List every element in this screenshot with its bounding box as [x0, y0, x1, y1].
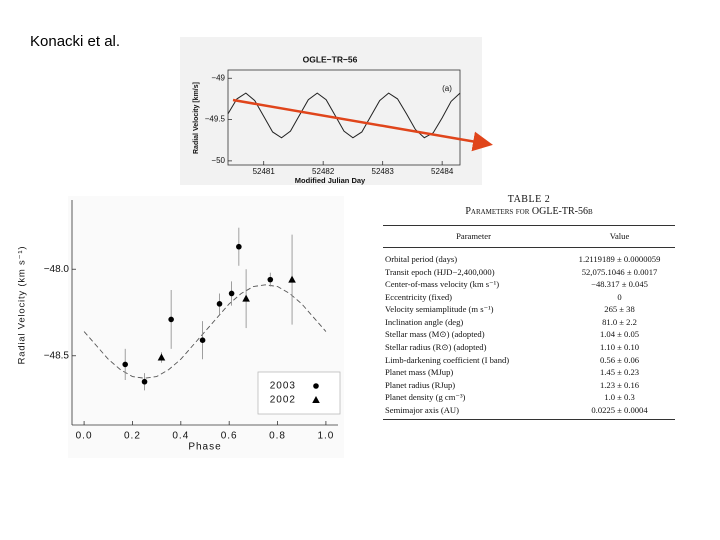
data-point	[168, 316, 174, 323]
table-row: Planet radius (RJup) 1.23 ± 0.16	[383, 379, 675, 392]
model-curve	[83, 284, 327, 379]
y-axis-label: Radial Velocity [km/s]	[193, 82, 200, 154]
data-point	[122, 361, 128, 368]
table-row: Center-of-mass velocity (km s⁻¹) −48.317 …	[383, 278, 675, 291]
value-cell: 81.0 ± 2.2	[602, 316, 637, 327]
x-tick-label: 0.2	[124, 431, 141, 442]
data-point	[288, 275, 296, 283]
data-line	[227, 92, 461, 139]
legend-label: 2003	[270, 381, 296, 392]
table-row: Eccentricity (fixed) 0	[383, 291, 675, 304]
panel-label: (a)	[442, 84, 452, 93]
y-tick-label: −49.5	[205, 115, 226, 124]
x-tick-label: 52483	[372, 167, 395, 176]
annotation-arrow	[232, 98, 493, 152]
data-point	[141, 378, 148, 385]
data-point	[216, 301, 223, 307]
y-axis-label: Radial Velocity (km s⁻¹)	[17, 246, 28, 365]
table: Parameter Value Orbital period (days) 1.2…	[383, 225, 675, 421]
table-row: Velocity semiamplitude (m s⁻¹) 265 ± 38	[383, 303, 675, 316]
value-cell: 1.0 ± 0.3	[604, 392, 635, 403]
y-tick-label: −49	[211, 73, 225, 82]
x-tick-label: 0.6	[221, 431, 238, 442]
table-row: Stellar mass (M⊙) (adopted) 1.04 ± 0.05	[383, 328, 675, 341]
parameter-cell: Transit epoch (HJD−2,400,000)	[385, 266, 495, 277]
parameter-cell: Limb-darkening coefficient (I band)	[385, 354, 510, 365]
value-cell: 0	[617, 291, 622, 302]
x-axis-label: Phase	[188, 442, 221, 453]
parameter-cell: Orbital period (days)	[385, 254, 458, 264]
table-row: Semimajor axis (AU) 0.0225 ± 0.0004	[383, 403, 675, 421]
column-header: Value	[564, 225, 675, 248]
value-cell: 265 ± 38	[604, 304, 635, 315]
data-point	[228, 290, 235, 297]
value-cell: 0.56 ± 0.06	[599, 354, 640, 365]
x-tick-label: 52482	[312, 167, 335, 176]
parameter-cell: Inclination angle (deg)	[385, 316, 464, 327]
y-tick-label: −48.0	[44, 264, 70, 275]
x-tick-label: 52484	[431, 167, 454, 176]
parameter-cell: Velocity semiamplitude (m s⁻¹)	[385, 304, 494, 315]
x-tick-label: 0.0	[76, 431, 93, 442]
parameter-cell: Stellar mass (M⊙) (adopted)	[385, 329, 485, 340]
table-title: TABLE 2	[507, 194, 551, 205]
value-cell: −48.317 ± 0.045	[591, 279, 648, 290]
parameter-cell: Semimajor axis (AU)	[383, 403, 565, 421]
x-tick-label: 0.8	[269, 431, 286, 442]
legend-box	[257, 371, 341, 415]
data-point	[267, 276, 274, 283]
table-row: Limb-darkening coefficient (I band) 0.56 …	[383, 353, 675, 366]
value-cell: 1.2119189 ± 0.0000059	[578, 254, 661, 264]
value-cell: 1.04 ± 0.05	[599, 329, 640, 340]
value-cell: 1.45 ± 0.23	[599, 367, 640, 378]
table-row: Planet density (g cm⁻³) 1.0 ± 0.3	[383, 391, 675, 404]
x-axis-label: Modified Julian Day	[295, 176, 366, 185]
table-row: Orbital period (days) 1.2119189 ± 0.00000…	[383, 248, 675, 266]
value-cell: 1.10 ± 0.10	[599, 342, 640, 353]
figure-a-background	[180, 37, 482, 185]
parameter-table: TABLE 2 Parameters for OGLE-TR-56b Param…	[383, 194, 675, 421]
legend-label: 2002	[270, 395, 296, 406]
data-point	[157, 353, 166, 361]
plot-frame	[227, 69, 461, 166]
slide-title: Konacki et al.	[30, 33, 121, 50]
y-tick-label: −50	[211, 156, 225, 165]
data-point	[242, 294, 250, 302]
figure-b-background	[68, 196, 344, 458]
table-row: Planet mass (MJup) 1.45 ± 0.23	[383, 366, 675, 379]
data-point	[199, 337, 206, 343]
value-cell: 1.23 ± 0.16	[599, 379, 640, 390]
legend-marker	[312, 396, 320, 403]
column-header: Parameter	[383, 225, 565, 248]
value-cell: 52,075.1046 ± 0.0017	[581, 266, 658, 277]
x-tick-label: 1.0	[317, 431, 334, 442]
parameter-cell: Eccentricity (fixed)	[385, 291, 453, 302]
parameter-cell: Center-of-mass velocity (km s⁻¹)	[385, 279, 500, 290]
data-point	[236, 243, 242, 250]
table-subtitle: Parameters for OGLE-TR-56b	[465, 206, 593, 217]
value-cell: 0.0225 ± 0.0004	[564, 403, 675, 421]
x-tick-label: 52481	[253, 167, 276, 176]
parameter-cell: Planet density (g cm⁻³)	[385, 392, 466, 403]
legend-marker	[313, 383, 319, 389]
table-row: Inclination angle (deg) 81.0 ± 2.2	[383, 316, 675, 329]
chart-title: OGLE−TR−56	[303, 54, 358, 64]
x-tick-label: 0.4	[172, 431, 189, 442]
parameter-cell: Planet mass (MJup)	[385, 367, 454, 378]
table-row: Transit epoch (HJD−2,400,000) 52,075.1046…	[383, 265, 675, 278]
y-tick-label: −48.5	[44, 350, 70, 361]
parameter-cell: Planet radius (RJup)	[385, 379, 456, 390]
parameter-cell: Stellar radius (R⊙) (adopted)	[385, 342, 487, 353]
table-row: Stellar radius (R⊙) (adopted) 1.10 ± 0.10	[383, 341, 675, 354]
